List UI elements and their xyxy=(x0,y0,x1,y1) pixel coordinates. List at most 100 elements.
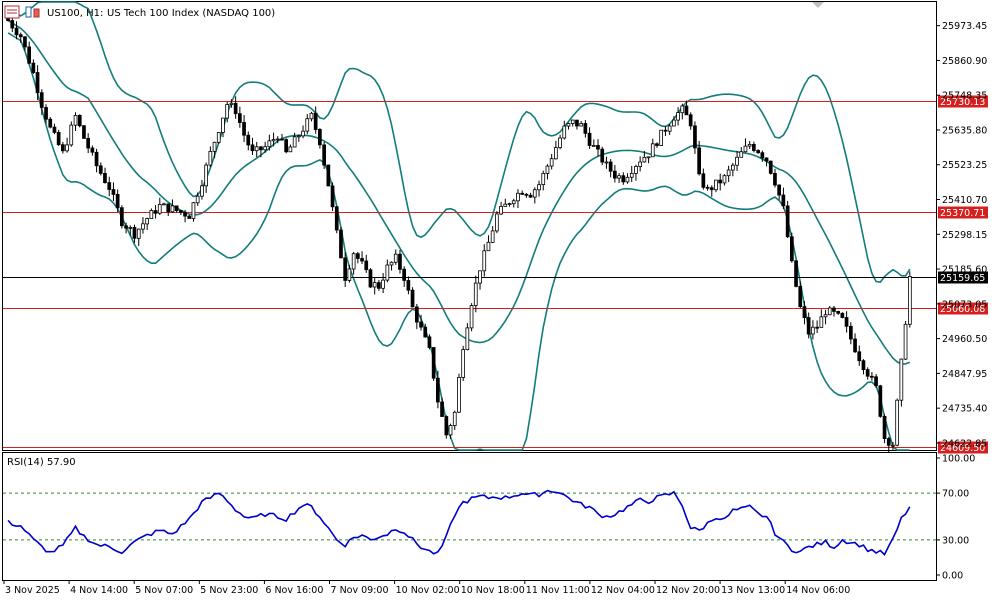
candle xyxy=(254,141,259,158)
candle xyxy=(541,170,546,191)
candle xyxy=(596,139,600,157)
candle xyxy=(882,414,887,444)
candle xyxy=(242,115,246,143)
bollinger-upper-band xyxy=(7,1,911,283)
candle xyxy=(326,164,331,187)
candle xyxy=(448,423,453,439)
candle xyxy=(111,182,116,202)
candle xyxy=(819,309,824,328)
chart-type-icon[interactable] xyxy=(25,6,40,18)
candles-layer xyxy=(6,13,912,453)
candle xyxy=(284,138,289,154)
levels-layer: 25730.13 25370.71 25060.08 24609.50 25159.65 xyxy=(3,95,988,454)
candle xyxy=(908,271,912,328)
candle xyxy=(183,209,187,223)
candle xyxy=(562,120,567,140)
candle xyxy=(705,184,710,191)
candle xyxy=(27,41,32,65)
candle xyxy=(482,244,487,277)
candle xyxy=(389,261,394,271)
candle xyxy=(507,202,512,207)
candle xyxy=(368,268,373,289)
candle xyxy=(516,189,520,209)
candle xyxy=(591,139,596,147)
candle xyxy=(524,193,529,198)
candle xyxy=(296,134,301,142)
candle xyxy=(752,141,756,153)
candle xyxy=(621,172,626,185)
chart-header-description: US Tech 100 Index (NASDAQ 100) xyxy=(107,8,275,19)
bands-layer xyxy=(7,1,911,451)
candle xyxy=(406,276,411,295)
candle xyxy=(794,260,798,288)
candle xyxy=(141,217,145,234)
candle xyxy=(781,187,786,209)
y-tick-label: 24847.95 xyxy=(942,369,987,380)
candle xyxy=(170,199,175,213)
candle xyxy=(832,305,836,317)
candle xyxy=(853,333,857,354)
candle xyxy=(634,164,638,181)
candle xyxy=(608,159,613,178)
candle xyxy=(86,133,90,154)
candle xyxy=(499,201,503,216)
candle xyxy=(216,132,221,144)
candle xyxy=(376,279,381,291)
candle xyxy=(701,168,706,190)
candle xyxy=(554,140,558,160)
candle xyxy=(145,217,149,230)
candle xyxy=(246,131,251,151)
candle xyxy=(802,301,807,325)
bollinger-lower-band xyxy=(7,32,910,451)
candle xyxy=(549,153,554,170)
candle xyxy=(815,320,820,333)
x-tick-label: 11 Nov 11:00 xyxy=(526,585,590,596)
candle xyxy=(528,192,533,198)
candle xyxy=(77,114,82,128)
candle xyxy=(212,141,217,159)
candle xyxy=(82,125,86,139)
x-tick-label: 6 Nov 16:00 xyxy=(265,585,323,596)
candle xyxy=(494,211,499,234)
candle xyxy=(895,398,900,447)
chart-menu-icon[interactable] xyxy=(4,5,20,19)
candle xyxy=(90,145,95,156)
candle xyxy=(120,205,124,229)
x-tick-label: 14 Nov 06:00 xyxy=(786,585,850,596)
level-price-tag xyxy=(938,441,988,454)
candle xyxy=(642,150,647,163)
candle xyxy=(18,32,23,43)
candle xyxy=(663,125,668,136)
candle xyxy=(731,162,735,177)
candle xyxy=(461,345,466,381)
candle xyxy=(659,129,664,146)
candle xyxy=(444,415,449,439)
candle xyxy=(288,144,293,153)
candle xyxy=(617,173,621,183)
candle xyxy=(402,266,407,287)
candle xyxy=(347,264,352,283)
candle xyxy=(237,106,242,128)
candle xyxy=(672,116,676,127)
candle xyxy=(735,150,739,171)
candle xyxy=(351,251,356,275)
candle xyxy=(768,160,773,175)
candle xyxy=(322,141,327,169)
candle xyxy=(48,117,53,129)
candle xyxy=(903,321,908,360)
candle xyxy=(128,225,133,236)
rsi-tick-label: 100.00 xyxy=(942,454,975,465)
candle xyxy=(410,287,415,308)
y-tick-label: 25635.80 xyxy=(942,125,987,136)
y-tick-label: 25410.70 xyxy=(942,195,987,206)
candle xyxy=(718,173,723,191)
x-tick-label: 12 Nov 20:00 xyxy=(656,585,720,596)
x-tick-label: 10 Nov 02:00 xyxy=(396,585,460,596)
candle xyxy=(187,214,192,219)
rsi-tick-label: 70.00 xyxy=(942,489,969,500)
candle xyxy=(537,180,541,197)
current-price-tag xyxy=(938,271,988,284)
rsi-line xyxy=(7,489,911,556)
candle xyxy=(486,235,491,252)
